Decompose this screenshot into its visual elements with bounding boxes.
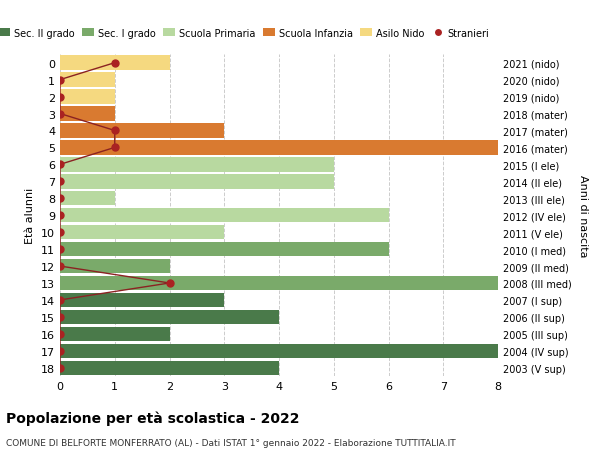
Bar [60,107,115,122]
Bar [60,192,115,206]
Legend: Sec. II grado, Sec. I grado, Scuola Primaria, Scuola Infanzia, Asilo Nido, Stran: Sec. II grado, Sec. I grado, Scuola Prim… [0,25,493,42]
Y-axis label: Età alunni: Età alunni [25,188,35,244]
Y-axis label: Anni di nascita: Anni di nascita [578,174,588,257]
Bar [60,73,115,88]
Bar [60,56,170,71]
Bar [60,242,389,257]
Bar [60,310,279,325]
Bar [60,276,498,291]
Bar [60,225,224,240]
Bar [60,141,498,155]
Bar [60,259,170,274]
Bar [60,361,279,375]
Bar [60,158,334,172]
Bar [60,124,224,138]
Bar [60,344,498,358]
Bar [60,327,170,341]
Bar [60,208,389,223]
Text: Popolazione per età scolastica - 2022: Popolazione per età scolastica - 2022 [6,411,299,425]
Text: COMUNE DI BELFORTE MONFERRATO (AL) - Dati ISTAT 1° gennaio 2022 - Elaborazione T: COMUNE DI BELFORTE MONFERRATO (AL) - Dat… [6,438,455,448]
Bar [60,175,334,189]
Bar [60,90,115,105]
Bar [60,293,224,308]
